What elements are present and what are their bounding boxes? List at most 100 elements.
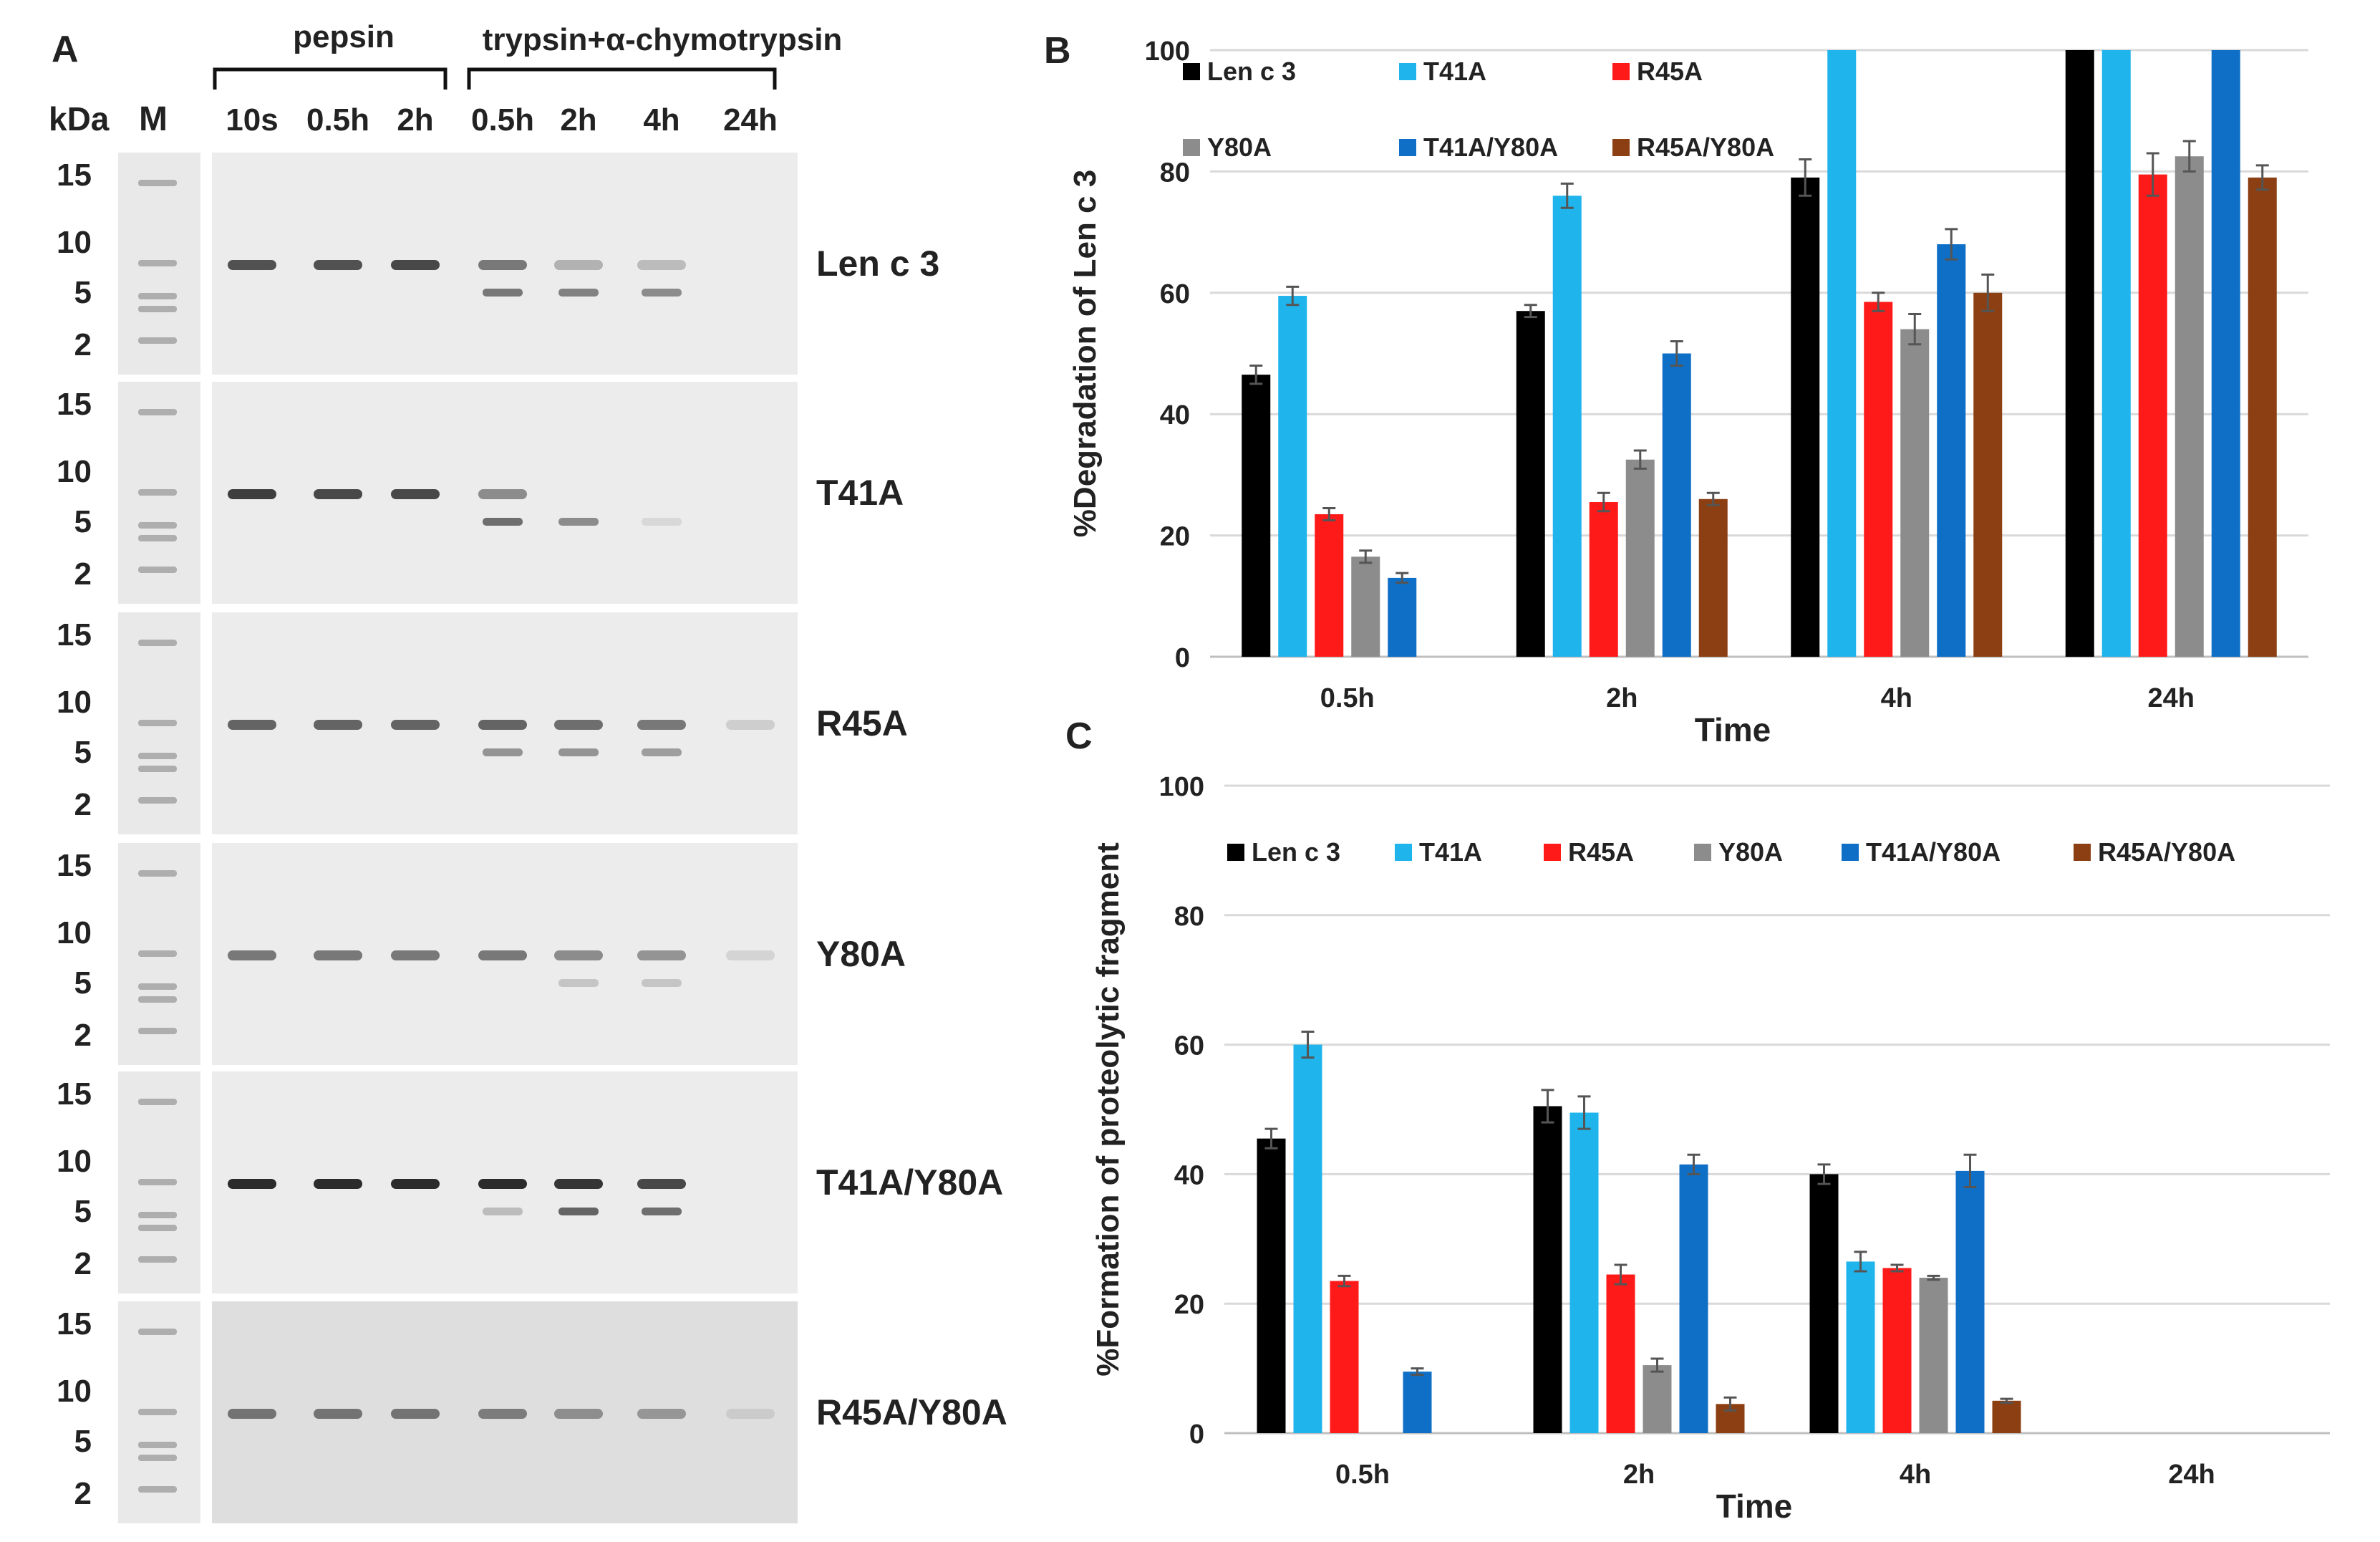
legend-label: R45A/Y80A xyxy=(2098,837,2235,867)
gel-row: 15 10 5 2 Y80A xyxy=(57,843,906,1065)
bar xyxy=(1589,502,1618,657)
fragment-band xyxy=(558,1208,599,1215)
protein-band xyxy=(314,720,362,730)
legend-label: Len c 3 xyxy=(1252,837,1340,867)
protein-band xyxy=(478,489,527,499)
legend-swatch xyxy=(1183,139,1200,156)
legend-label: R45A/Y80A xyxy=(1637,132,1774,162)
bar xyxy=(1882,1268,1912,1433)
bar xyxy=(2175,156,2204,657)
protein-band xyxy=(637,720,686,730)
marker-band xyxy=(138,180,177,186)
fragment-band xyxy=(558,748,599,756)
kda-header: kDa xyxy=(49,100,110,138)
protein-band xyxy=(726,720,775,730)
marker-band xyxy=(138,535,177,541)
protein-band xyxy=(228,489,276,499)
gel-row: 15 10 5 2 T41A/Y80A xyxy=(57,1071,1003,1293)
bar xyxy=(1625,459,1655,657)
marker-band xyxy=(138,996,177,1003)
protein-band xyxy=(391,489,440,499)
x-tick-label: 0.5h xyxy=(1320,683,1375,713)
kda-tick: 10 xyxy=(57,685,92,720)
protein-band xyxy=(554,260,603,270)
bar xyxy=(1403,1372,1432,1433)
protein-band xyxy=(314,950,362,960)
bar xyxy=(1992,1400,2021,1433)
x-tick-label: 24h xyxy=(2148,683,2195,713)
bar xyxy=(1679,1164,1708,1433)
protein-band xyxy=(391,1409,440,1419)
kda-tick: 15 xyxy=(57,617,92,652)
protein-band xyxy=(554,1409,603,1419)
y-tick-label: 80 xyxy=(1160,158,1190,188)
legend-swatch xyxy=(1395,844,1412,861)
fragment-band xyxy=(483,1208,523,1215)
protein-band xyxy=(228,1179,276,1189)
kda-tick: 5 xyxy=(74,1194,92,1229)
gel-row-label: R45A/Y80A xyxy=(816,1392,1007,1432)
bar xyxy=(1293,1044,1322,1433)
protein-band xyxy=(391,260,440,270)
legend-label: Len c 3 xyxy=(1207,57,1296,86)
lane-label: 10s xyxy=(226,102,278,138)
bar xyxy=(1864,302,1893,657)
bar xyxy=(1315,514,1344,657)
bar xyxy=(1937,244,1966,657)
bar xyxy=(2101,50,2131,657)
bar xyxy=(1973,292,2003,657)
legend-swatch xyxy=(1399,139,1416,156)
marker-band xyxy=(138,337,177,344)
pepsin-bracket xyxy=(213,67,448,90)
protein-band xyxy=(554,1179,603,1189)
marker-band xyxy=(138,306,177,312)
y-tick-label: 0 xyxy=(1189,1420,1204,1450)
fragment-band xyxy=(642,518,682,526)
marker-band xyxy=(138,950,177,957)
kda-tick: 15 xyxy=(57,1076,92,1112)
kda-tick: 2 xyxy=(74,1246,92,1281)
bar xyxy=(1388,577,1417,657)
bar xyxy=(2065,50,2094,657)
marker-band xyxy=(138,870,177,877)
marker-band xyxy=(138,1225,177,1231)
fragment-band xyxy=(642,748,682,756)
gel-row: 15 10 5 2 Len c 3 xyxy=(57,153,939,375)
gel-row-label: Len c 3 xyxy=(816,244,939,284)
kda-tick: 5 xyxy=(74,504,92,539)
legend-label: R45A xyxy=(1637,57,1703,86)
marker-band xyxy=(138,409,177,415)
y-tick-label: 100 xyxy=(1159,772,1204,802)
bar xyxy=(2211,50,2240,657)
marker-band xyxy=(138,1099,177,1105)
lane-label: 4h xyxy=(643,102,679,138)
group-label-trypsin: trypsin+α-chymotrypsin xyxy=(483,22,843,57)
bar xyxy=(1791,177,1820,657)
bar xyxy=(1330,1281,1359,1433)
fragment-band xyxy=(642,1208,682,1215)
protein-band xyxy=(554,720,603,730)
marker-band xyxy=(138,1329,177,1335)
x-tick-label: 0.5h xyxy=(1335,1460,1390,1490)
protein-band xyxy=(637,260,686,270)
gel-row: 15 10 5 2 R45A/Y80A xyxy=(57,1301,1007,1523)
kda-tick: 15 xyxy=(57,1306,92,1341)
panel-b-label: B xyxy=(1044,30,1071,72)
marker-band xyxy=(138,1212,177,1218)
marker-band xyxy=(138,1442,177,1448)
protein-band xyxy=(391,1179,440,1189)
kda-tick: 5 xyxy=(74,965,92,1001)
lane-labels: 10s 0.5h 2h 0.5h 2h 4h 24h xyxy=(226,102,778,138)
protein-band xyxy=(391,950,440,960)
kda-tick: 2 xyxy=(74,1018,92,1053)
protein-band xyxy=(637,1179,686,1189)
kda-tick: 15 xyxy=(57,848,92,883)
lane-label: 2h xyxy=(560,102,596,138)
marker-band xyxy=(138,797,177,804)
bar xyxy=(1606,1274,1635,1433)
marker-band xyxy=(138,1409,177,1415)
lane-label: 0.5h xyxy=(306,102,369,138)
kda-tick: 2 xyxy=(74,327,92,362)
marker-band xyxy=(138,720,177,726)
marker-band xyxy=(138,1028,177,1034)
